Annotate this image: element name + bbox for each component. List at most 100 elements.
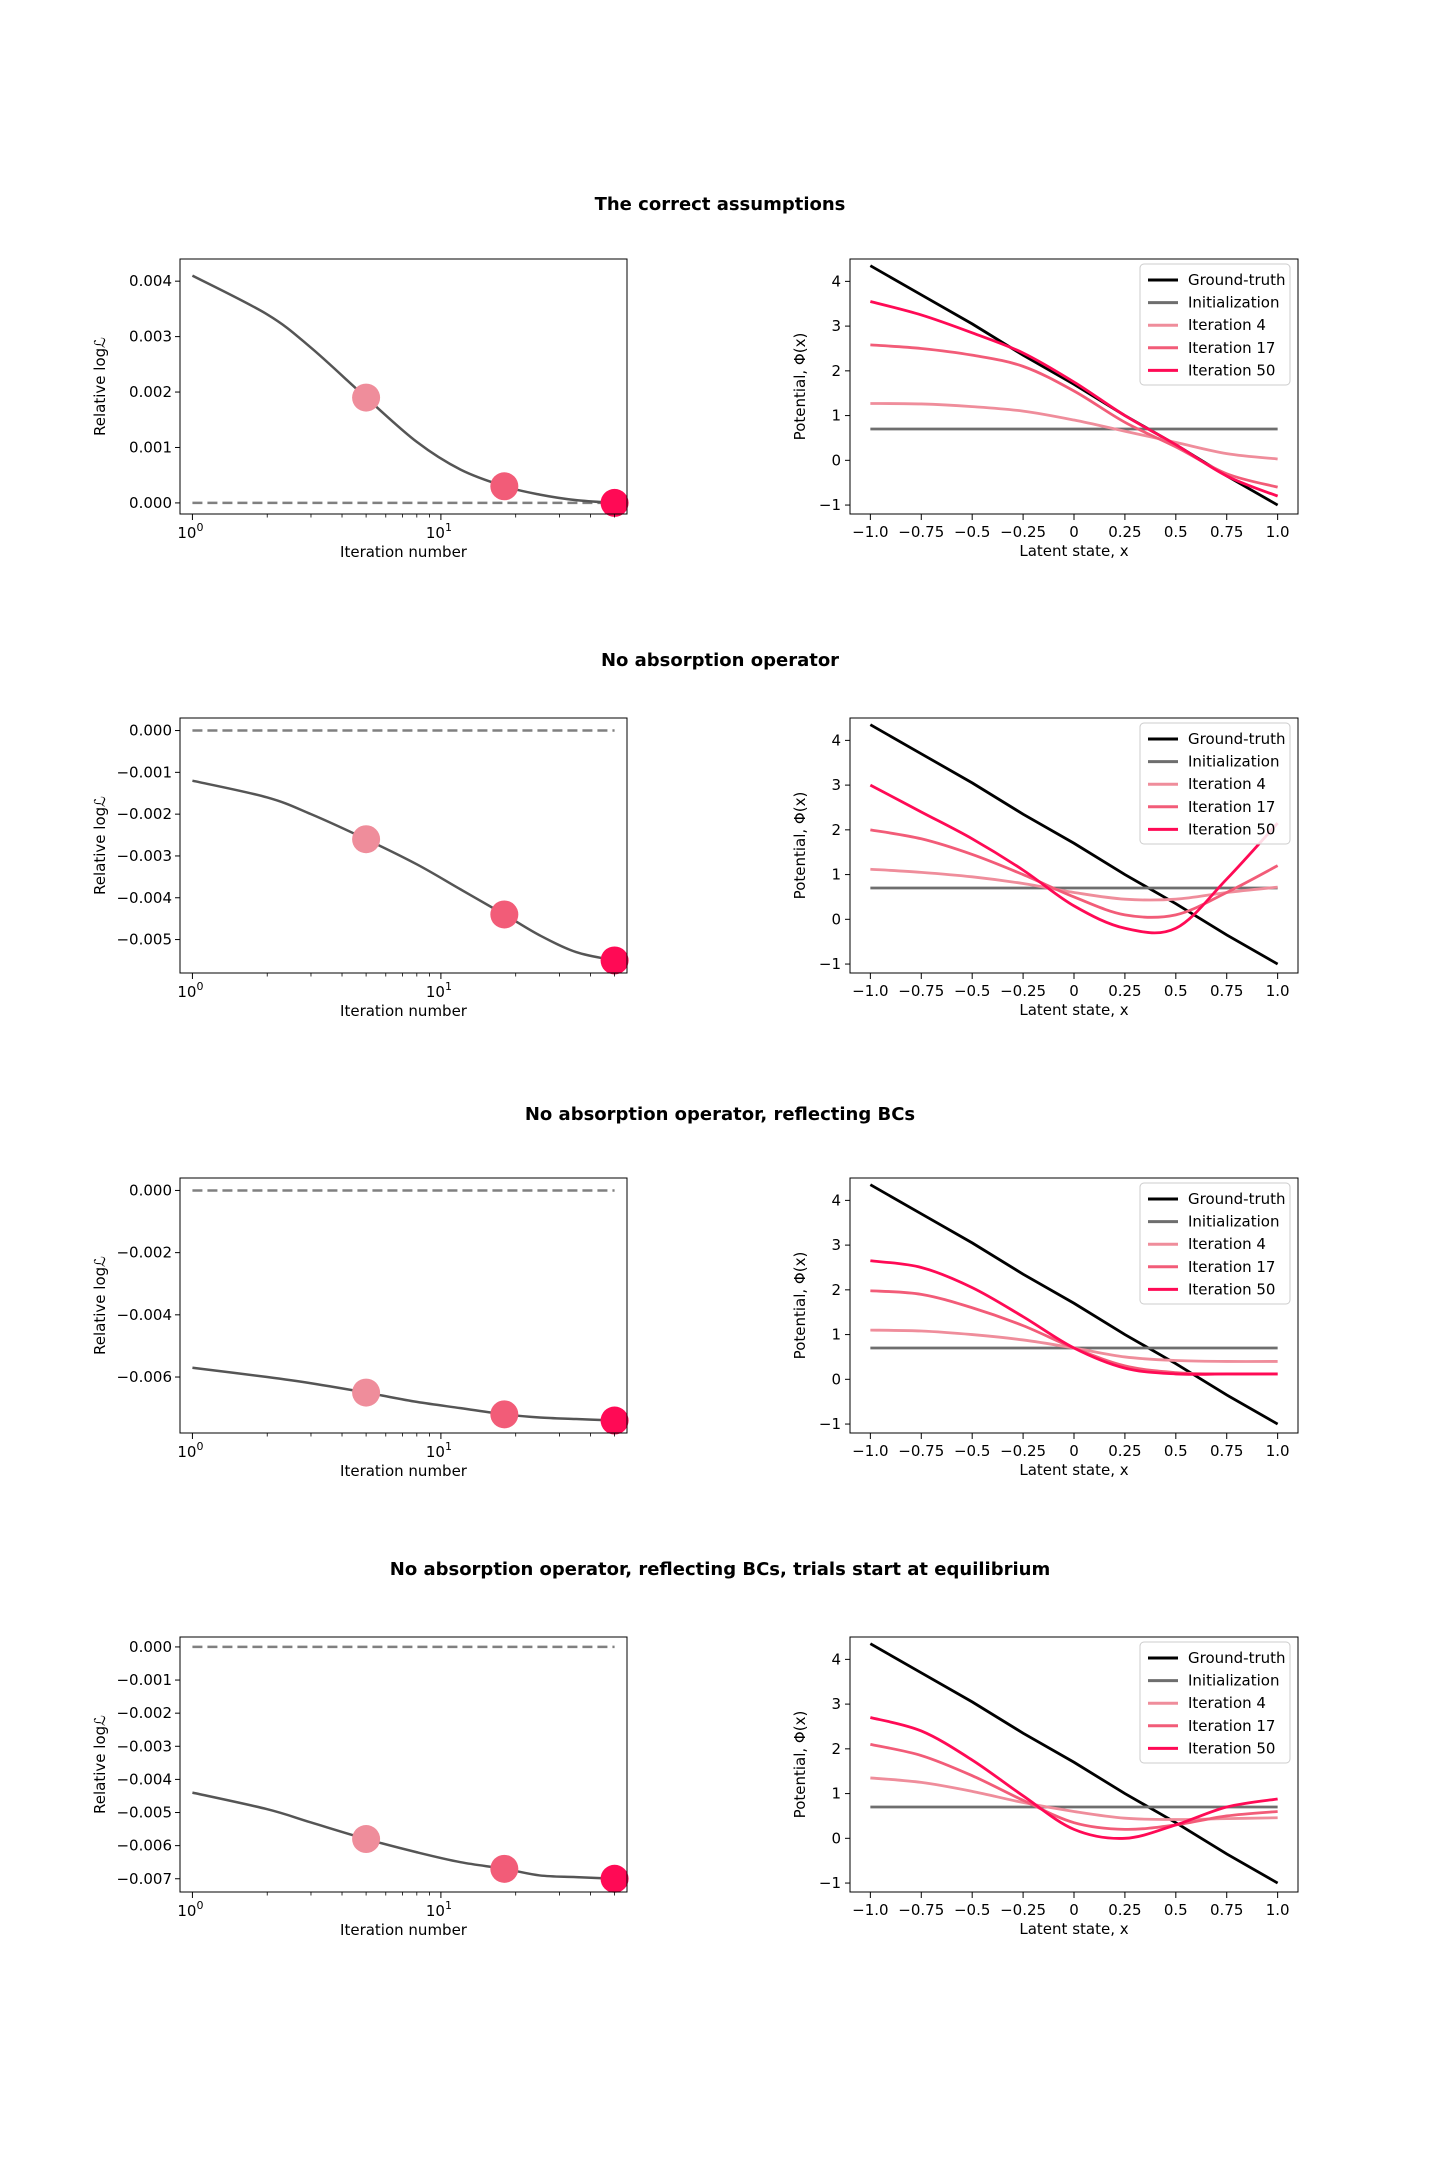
x-axis-label: Latent state, x [1019,1461,1128,1479]
series-line-ground_truth [869,1183,1279,1426]
x-tick-label: 1.0 [1266,1901,1290,1919]
x-tick-label: 101 [426,521,452,542]
legend-label: Iteration 50 [1188,1280,1275,1298]
y-tick-label: 2 [831,1281,841,1299]
iteration-marker-iter17 [490,1854,519,1883]
series-line-iter50 [870,1716,1278,1840]
legend-label: Ground-truth [1188,1190,1286,1208]
potential-plot: −1 0 1 2 3 4 −1.0 −0.75 −0.5 −0.25 0 0.25 0.5 0.75 1.0… [791,1177,1299,1479]
x-axis-label: Iteration number [340,1462,468,1480]
x-tick-label: −1.0 [852,1901,888,1919]
x-axis-label: Latent state, x [1019,542,1128,560]
x-tick-label: −1.0 [852,982,888,1000]
y-tick-label: −0.003 [116,847,172,865]
y-tick-label: 0.000 [129,1638,172,1656]
panel-title: No absorption operator, reflecting BCs, … [390,1559,1050,1580]
loss-plot: 0.000 −0.001 −0.002 −0.003 −0.004 −0.005 100 10… [91,717,629,1020]
y-tick-label: 0 [831,910,841,928]
y-axis-label: Relative logℒ [91,337,109,436]
legend-label: Iteration 4 [1188,1694,1266,1712]
x-tick-label: −0.75 [898,523,944,541]
x-tick-label: 100 [177,980,203,1001]
x-tick-label: −0.5 [954,1901,990,1919]
y-tick-label: −0.005 [116,1804,172,1822]
legend-box [1139,722,1291,845]
x-tick-label: −1.0 [852,523,888,541]
y-tick-label: −0.006 [116,1837,172,1855]
y-tick-label: −0.004 [116,1306,172,1324]
y-tick-label: −0.001 [116,1671,172,1689]
legend-label: Iteration 17 [1188,798,1275,816]
y-axis-label: Potential, Φ(x) [791,333,809,441]
iteration-marker-iter17 [490,1400,519,1429]
legend-label: Initialization [1188,1213,1279,1231]
legend-box [1139,1182,1291,1305]
y-tick-label: −0.003 [116,1737,172,1755]
y-tick-label: −0.005 [116,931,172,949]
y-tick-label: 2 [831,362,841,380]
legend-label: Iteration 17 [1188,339,1275,357]
y-tick-label: 0.002 [129,383,172,401]
legend-label: Iteration 4 [1188,316,1266,334]
y-axis-label: Potential, Φ(x) [791,792,809,900]
x-tick-label: −0.75 [898,1442,944,1460]
iteration-marker-iter50 [600,1864,629,1893]
iteration-marker-iter50 [600,946,629,975]
y-axis-label: Relative logℒ [91,796,109,895]
panel-title: No absorption operator [601,650,839,671]
y-tick-label: −0.004 [116,1770,172,1788]
legend-label: Iteration 50 [1188,361,1275,379]
legend-box [1139,263,1291,386]
y-tick-label: −0.006 [116,1368,172,1386]
x-tick-label: 100 [177,1899,203,1920]
x-tick-label: 101 [426,1440,452,1461]
y-axis-label: Potential, Φ(x) [791,1252,809,1360]
series-line-iter50 [870,1259,1278,1376]
legend-box [1139,1641,1291,1764]
y-tick-label: 0.000 [129,722,172,740]
x-tick-label: 0.5 [1164,982,1188,1000]
x-tick-label: 1.0 [1266,1442,1290,1460]
x-tick-label: −0.5 [954,1442,990,1460]
legend-label: Initialization [1188,294,1279,312]
loss-axes-frame [179,1177,628,1434]
x-tick-label: 100 [177,1440,203,1461]
y-tick-label: −1 [819,1874,841,1892]
x-tick-label: −0.75 [898,982,944,1000]
loss-plot: 0.000 −0.001 −0.002 −0.003 −0.004 −0.005 −0.00… [91,1636,629,1939]
series-line-iter17 [870,828,1279,919]
y-tick-label: 3 [831,776,841,794]
potential-plot: −1 0 1 2 3 4 −1.0 −0.75 −0.5 −0.25 0 0.25 0.5 0.75 1.0… [791,717,1299,1019]
legend-label: Iteration 4 [1188,775,1266,793]
series-line-ground_truth [869,723,1279,966]
legend-label: Iteration 17 [1188,1717,1275,1735]
loss-curve [191,274,615,505]
loss-axes-frame [179,258,628,515]
panel-title: The correct assumptions [595,194,846,215]
iteration-marker-iter4 [352,1378,381,1407]
x-tick-label: 0.75 [1210,982,1243,1000]
iteration-marker-iter4 [352,383,381,412]
y-tick-label: 1 [831,1326,841,1344]
y-tick-label: −0.001 [116,763,172,781]
x-tick-label: −0.25 [1000,1901,1046,1919]
x-tick-label: −1.0 [852,1442,888,1460]
y-tick-label: 3 [831,317,841,335]
y-tick-label: 0 [831,1370,841,1388]
y-tick-label: −1 [819,496,841,514]
x-axis-label: Latent state, x [1019,1920,1128,1938]
series-line-iter50 [870,300,1279,498]
x-tick-label: 0.75 [1210,1901,1243,1919]
y-tick-label: 1 [831,866,841,884]
y-tick-label: 4 [831,731,841,749]
legend-label: Ground-truth [1188,1649,1286,1667]
loss-axes-frame [179,717,628,974]
y-axis-label: Potential, Φ(x) [791,1711,809,1819]
y-tick-label: 0 [831,1829,841,1847]
y-tick-label: −0.002 [116,1244,172,1262]
x-tick-label: 0.25 [1108,1901,1141,1919]
series-line-iter50 [869,783,1279,935]
y-tick-label: 0 [831,451,841,469]
loss-curve [192,779,615,962]
